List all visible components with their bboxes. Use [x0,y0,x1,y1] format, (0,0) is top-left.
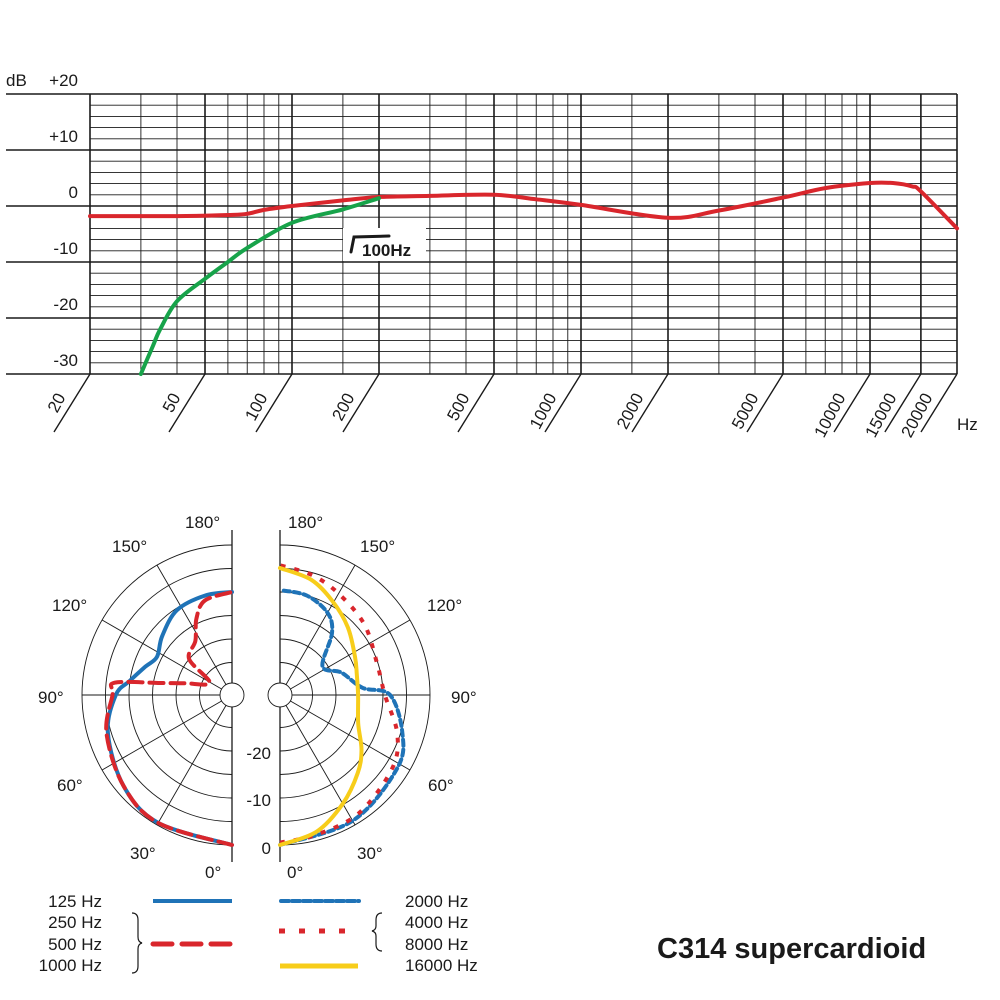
legend-label: 4000 Hz [405,913,468,932]
legend-label: 250 Hz [48,913,102,932]
polar-grid-left [81,530,245,862]
angle-label: 90° [38,688,64,707]
polar-curve-2000hz [278,588,406,847]
polar-curve-4000hz [279,563,400,845]
polar-spoke [156,705,227,826]
polar-spoke [290,700,411,771]
radial-label: -20 [246,744,271,763]
polar-legend: 125 Hz 2000 Hz 250 Hz 4000 Hz 500 Hz 8000 Hz 1… [39,892,478,975]
x-tick-diagonal [53,373,91,433]
y-tick-label: +20 [49,71,78,90]
angle-label: 150° [360,537,395,556]
polar-spoke [285,564,356,685]
annotation-background [343,228,426,261]
x-tick-diagonal [746,373,784,433]
angle-label: 120° [427,596,462,615]
radial-label: -10 [246,791,271,810]
frequency-response-curve [88,180,959,231]
x-tick-diagonal [342,373,380,433]
legend-label: 500 Hz [48,935,102,954]
x-tick-label: 500 [443,390,473,424]
polar-spoke [285,705,356,826]
bass-cut-curve [138,196,381,376]
high-pass-filter-icon [349,234,391,254]
x-tick-label: 2000 [613,390,648,432]
polar-spoke [101,619,222,690]
annotation-label: 100Hz [362,241,411,260]
x-tick-label: 1000 [526,390,561,432]
y-tick-label: -20 [53,295,78,314]
x-axis-label: Hz [957,415,978,434]
polar-center [267,682,293,708]
angle-label: 30° [357,844,383,863]
x-tick-diagonal [168,373,206,433]
x-tick-label: 5000 [728,390,763,432]
polar-spoke [101,700,222,771]
y-axis-label: dB [6,71,27,90]
x-tick-label: 50 [159,390,185,416]
x-tick-diagonal [884,373,922,433]
legend-label: 1000 Hz [39,956,102,975]
y-tick-label: -10 [53,239,78,258]
chart-title: C314 supercardioid [657,933,926,965]
y-tick-label: +10 [49,127,78,146]
polar-center [219,682,245,708]
angle-label: 0° [287,863,303,882]
legend-brace-left [131,912,143,974]
legend-label: 125 Hz [48,892,102,911]
angle-label: 60° [428,776,454,795]
angle-label: 180° [185,513,220,532]
polar-spoke [290,619,411,690]
x-tick-diagonal [544,373,582,433]
legend-label: 16000 Hz [405,956,478,975]
x-tick-label: 20 [44,390,70,416]
angle-label: 0° [205,863,221,882]
x-tick-label: 100 [241,390,271,424]
x-tick-diagonal [833,373,871,433]
y-tick-label: 0 [69,183,78,202]
frequency-response-chart: 20 50 100 200 500 1000 2000 5000 10000 1500020000… [6,71,978,441]
polar-curve-250hz [104,590,234,847]
x-tick-diagonal [255,373,293,433]
x-tick-diagonal [631,373,669,433]
x-tick-diagonal [457,373,495,433]
x-tick-diagonal [920,373,958,433]
angle-label: 60° [57,776,83,795]
y-tick-label: -30 [53,351,78,370]
radial-label: 0 [262,839,271,858]
angle-label: 150° [112,537,147,556]
polar-grid-right [267,530,431,862]
bass-cut-annotation: 100Hz [343,228,426,261]
legend-brace-right [371,912,383,952]
polar-curve-16000hz [278,566,364,847]
angle-label: 180° [288,513,323,532]
legend-label: 8000 Hz [405,935,468,954]
polar-pattern-chart: 0° 30° 60° 90° 120° 150° 180° 0° 30° 60° 90° 120° 15… [38,513,477,882]
angle-label: 30° [130,844,156,863]
legend-label: 2000 Hz [405,892,468,911]
angle-label: 120° [52,596,87,615]
x-tick-label: 200 [328,390,358,424]
polar-curve-125hz [105,590,234,847]
angle-label: 90° [451,688,477,707]
polar-spoke [156,564,227,685]
